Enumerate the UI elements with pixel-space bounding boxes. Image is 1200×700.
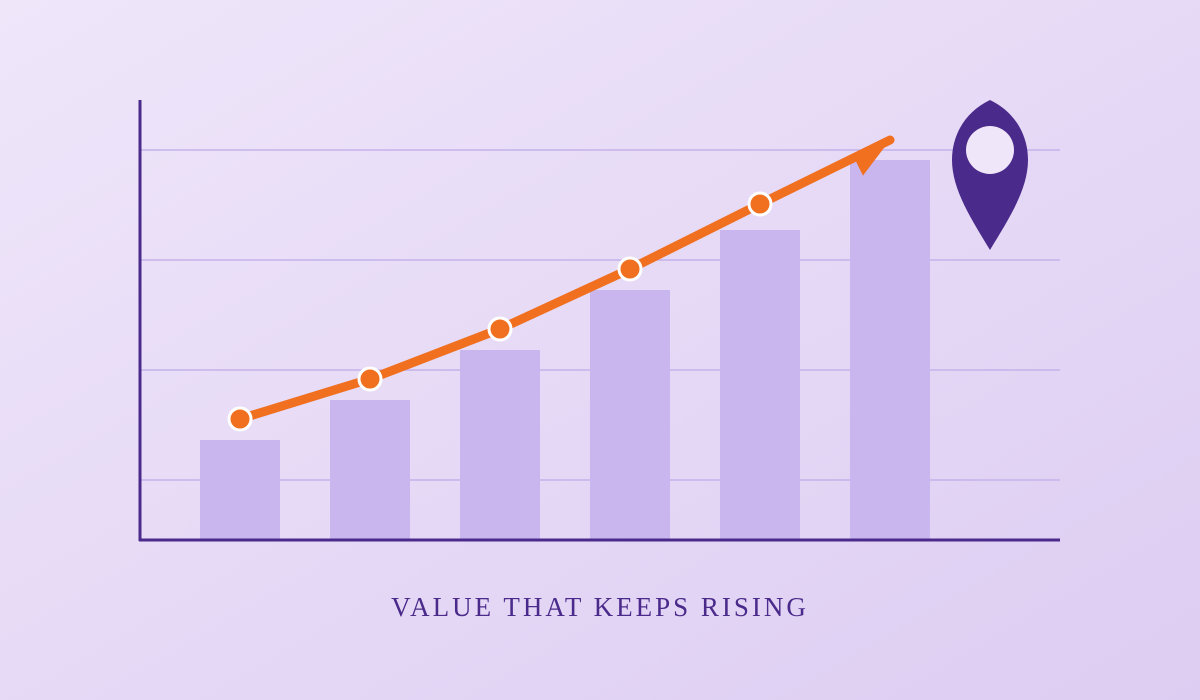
bar	[850, 160, 930, 540]
trend-line	[235, 135, 895, 424]
location-pin	[952, 100, 1028, 250]
line-marker	[747, 191, 773, 217]
line-marker	[487, 316, 513, 342]
line-marker	[357, 366, 383, 392]
arrow-head	[852, 140, 890, 176]
pin-hole	[966, 126, 1014, 174]
bars	[200, 160, 930, 540]
bar	[720, 230, 800, 540]
bar	[200, 440, 280, 540]
line-marker	[617, 256, 643, 282]
bar	[460, 350, 540, 540]
bar	[590, 290, 670, 540]
line-layer	[227, 135, 895, 432]
chart-title: VALUE THAT KEEPS RISING	[391, 592, 809, 622]
bar	[330, 400, 410, 540]
line-marker	[227, 406, 253, 432]
